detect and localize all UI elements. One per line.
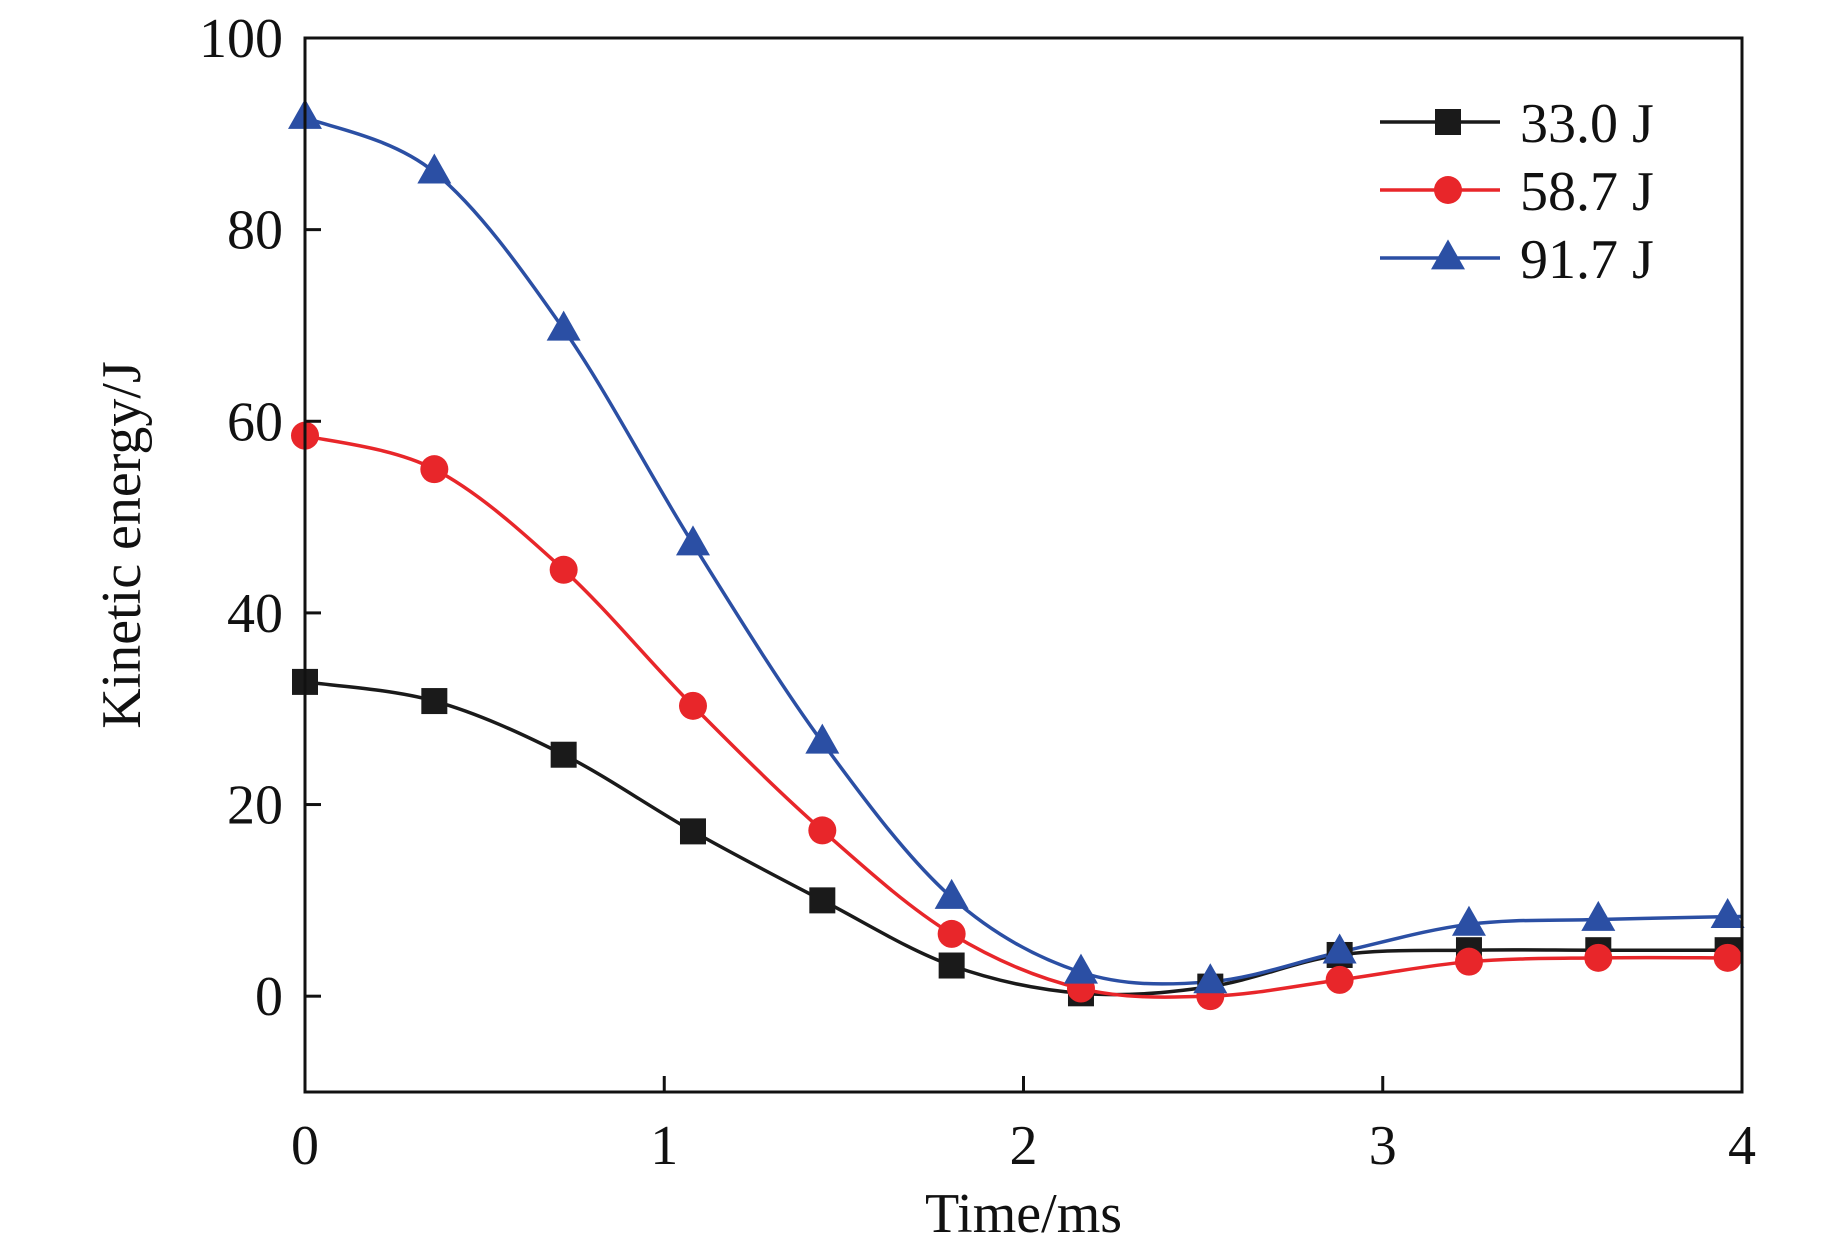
legend-marker-1 (1435, 109, 1461, 135)
series-2-point-6 (937, 919, 966, 948)
series-2-point-3 (549, 555, 578, 584)
legend-label-2: 58.7 J (1520, 161, 1654, 223)
x-tick-label: 3 (1369, 1115, 1397, 1177)
series-3-point-10 (1451, 905, 1486, 936)
series-2-point-10 (1454, 947, 1483, 976)
y-tick-label: 100 (199, 8, 283, 70)
y-tick-label: 0 (255, 966, 283, 1028)
y-tick-label: 60 (227, 391, 283, 453)
series-3-point-7 (1063, 953, 1098, 984)
series-2-point-2 (420, 455, 449, 484)
legend-label-1: 33.0 J (1520, 93, 1654, 155)
legend-label-3: 91.7 J (1520, 229, 1654, 291)
series-2-point-12 (1713, 943, 1742, 972)
series-line-2 (305, 433, 1742, 999)
series-1-point-4 (679, 818, 706, 845)
series-2-point-5 (808, 816, 837, 845)
series-2-point-9 (1325, 965, 1354, 994)
markers-layer (288, 98, 1745, 1011)
y-axis-title: Kinetic energy/J (91, 361, 153, 729)
series-3-point-4 (675, 525, 710, 556)
x-tick-label: 0 (291, 1115, 319, 1177)
series-3-point-12 (1710, 898, 1745, 929)
series-line-3 (305, 115, 1742, 986)
series-3-point-3 (546, 310, 581, 341)
series-3-point-2 (417, 153, 452, 184)
series-1-point-5 (809, 887, 836, 914)
series-3-point-11 (1581, 900, 1616, 931)
x-axis-title: Time/ms (925, 1183, 1122, 1240)
y-tick-label: 80 (227, 200, 283, 262)
series-3-point-9 (1322, 933, 1357, 964)
series-3-point-6 (934, 878, 969, 909)
series-1-point-6 (938, 952, 965, 979)
series-1-point-3 (550, 741, 577, 768)
series-3-point-5 (805, 723, 840, 754)
x-tick-label: 4 (1728, 1115, 1756, 1177)
legend-marker-2 (1434, 176, 1462, 204)
legend: 33.0 J58.7 J91.7 J (1380, 93, 1654, 291)
y-tick-label: 40 (227, 583, 283, 645)
y-tick-label: 20 (227, 775, 283, 837)
legend-marker-3 (1431, 239, 1465, 270)
x-tick-label: 2 (1010, 1115, 1038, 1177)
series-2-point-4 (678, 691, 707, 720)
series-2-point-11 (1584, 943, 1613, 972)
series-3-point-8 (1193, 963, 1228, 994)
x-tick-label: 1 (650, 1115, 678, 1177)
series-1-point-2 (421, 688, 448, 715)
